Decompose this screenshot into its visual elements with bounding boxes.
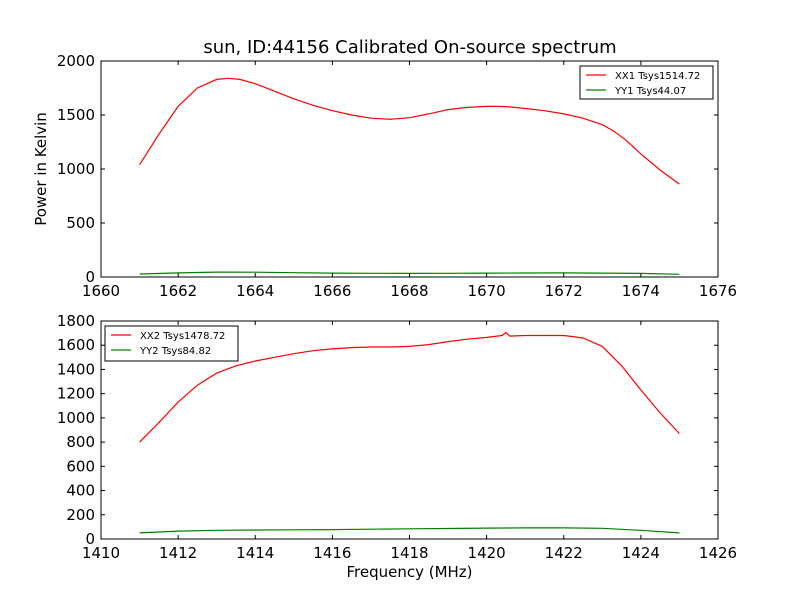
y-tick-label: 600 [66,457,95,475]
x-axis-label: Frequency (MHz) [346,563,472,581]
legend: XX2 Tsys1478.72 YY2 Tsys84.82 [104,325,239,362]
x-tick-label: 1666 [313,282,351,300]
x-tick-label: 1662 [159,282,197,300]
x-tick-label: 1414 [236,544,274,562]
series-line-2 [139,527,680,534]
series-line-1 [139,77,680,185]
y-tick-label: 800 [66,433,95,451]
x-tick-label: 1420 [468,544,506,562]
x-tick-label: 1418 [390,544,428,562]
y-axis-label: Power in Kelvin [32,112,50,226]
x-tick-label: 1410 [82,544,120,562]
legend-label: YY2 Tsys84.82 [139,346,211,357]
x-tick-label: 1660 [82,282,120,300]
x-tick-label: 1416 [313,544,351,562]
x-tick-label: 1676 [699,282,737,300]
y-tick-label: 1200 [57,385,95,403]
legend-label: XX2 Tsys1478.72 [140,331,225,342]
x-tick-label: 1668 [390,282,428,300]
y-tick-label: 1400 [57,360,95,378]
top-plot: 1660 1662 1664 1666 1668 1670 1672 1674 1676 0 500… [32,52,737,300]
y-tick-label: 500 [66,214,95,232]
y-tick-label: 2000 [57,52,95,70]
x-tick-label: 1664 [236,282,274,300]
y-tick-label: 0 [85,268,95,286]
legend-box [579,65,714,100]
x-tick-label: 1672 [545,282,583,300]
x-tick-label: 1422 [545,544,583,562]
figure-title: sun, ID:44156 Calibrated On-source spect… [203,37,616,58]
bottom-plot: 1410 1412 1414 1416 1418 1420 1422 1424 1426 0 200… [57,312,737,581]
y-tick-label: 1000 [57,409,95,427]
legend-box [104,325,239,362]
series-line-1 [139,331,680,443]
x-tick-label: 1674 [622,282,660,300]
y-tick-label: 400 [66,482,95,500]
legend-label: YY1 Tsys44.07 [614,86,686,97]
legend: XX1 Tsys1514.72 YY1 Tsys44.07 [579,65,714,100]
y-tick-label: 1000 [57,160,95,178]
y-tick-label: 200 [66,506,95,524]
y-tick-label: 1800 [57,312,95,330]
x-tick-label: 1670 [468,282,506,300]
y-tick-label: 1600 [57,336,95,354]
y-tick-label: 1500 [57,106,95,124]
y-tick-label: 0 [85,530,95,548]
x-tick-label: 1412 [159,544,197,562]
x-tick-label: 1426 [699,544,737,562]
legend-label: XX1 Tsys1514.72 [615,71,700,82]
x-tick-label: 1424 [622,544,660,562]
